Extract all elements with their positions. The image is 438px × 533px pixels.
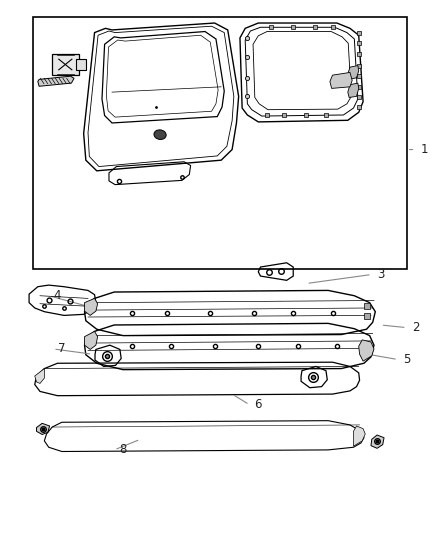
Polygon shape <box>359 340 374 361</box>
Text: 5: 5 <box>403 353 410 366</box>
Text: 7: 7 <box>58 342 66 356</box>
Polygon shape <box>330 72 352 88</box>
Polygon shape <box>348 83 359 98</box>
Polygon shape <box>35 368 44 383</box>
Polygon shape <box>353 426 365 446</box>
Polygon shape <box>85 298 98 316</box>
Text: 6: 6 <box>254 398 262 411</box>
FancyBboxPatch shape <box>52 54 79 75</box>
Polygon shape <box>348 66 359 79</box>
Polygon shape <box>371 435 384 448</box>
Bar <box>33 17 407 269</box>
Polygon shape <box>38 76 74 86</box>
Polygon shape <box>85 332 98 350</box>
Text: 2: 2 <box>412 321 419 334</box>
Ellipse shape <box>154 130 166 140</box>
Polygon shape <box>36 423 49 434</box>
Text: 3: 3 <box>377 268 384 281</box>
FancyBboxPatch shape <box>77 59 86 70</box>
Text: 1: 1 <box>420 143 428 156</box>
Polygon shape <box>253 31 351 110</box>
Text: 4: 4 <box>54 289 61 302</box>
Text: 8: 8 <box>119 443 127 456</box>
